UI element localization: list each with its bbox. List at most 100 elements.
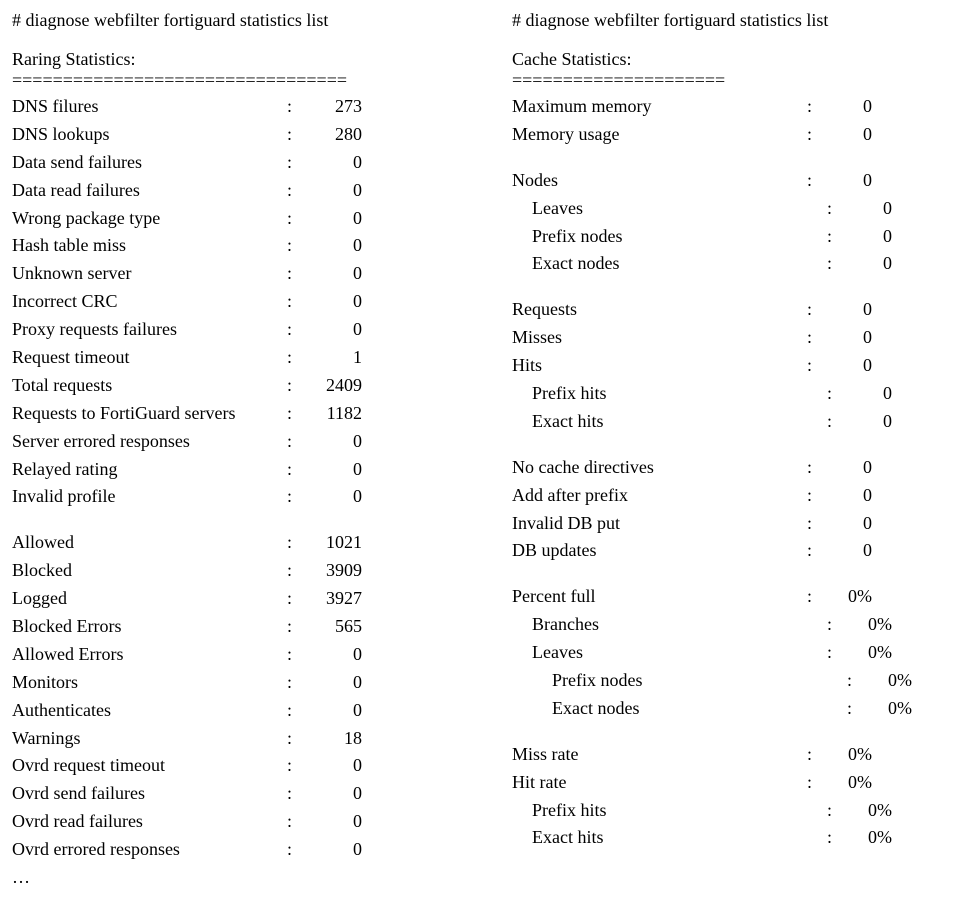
spacer: [12, 511, 472, 529]
stat-value: 0: [832, 380, 892, 408]
stat-label: Logged: [12, 585, 272, 613]
stat-value: 0: [292, 808, 362, 836]
stat-colon: :: [272, 641, 292, 669]
stat-row: Miss rate:0%: [512, 741, 952, 769]
stat-colon: :: [272, 93, 292, 121]
stat-value: 0%: [832, 639, 892, 667]
stat-row: Blocked:3909: [12, 557, 472, 585]
stat-row: Leaves:0: [512, 195, 952, 223]
stat-row: Authenticates:0: [12, 697, 472, 725]
stat-row: Server errored responses:0: [12, 428, 472, 456]
stat-value: 0: [292, 752, 362, 780]
stat-colon: :: [812, 223, 832, 251]
stat-row: Nodes:0: [512, 167, 952, 195]
stat-label: Invalid DB put: [512, 510, 792, 538]
stat-row: Exact nodes:0: [512, 250, 952, 278]
stat-row: Misses:0: [512, 324, 952, 352]
rating-stats-divider: =================================: [12, 70, 472, 91]
stat-row: Data send failures:0: [12, 149, 472, 177]
stat-value: 0: [832, 223, 892, 251]
stat-value: 0: [832, 195, 892, 223]
stat-label: Incorrect CRC: [12, 288, 272, 316]
stat-value: 1: [292, 344, 362, 372]
stat-label: Request timeout: [12, 344, 272, 372]
stat-colon: :: [272, 288, 292, 316]
stat-label: Ovrd errored responses: [12, 836, 272, 864]
stat-value: 0: [292, 641, 362, 669]
stat-value: 0: [832, 250, 892, 278]
cache-stats-group-requests: Requests:0Misses:0Hits:0Prefix hits:0Exa…: [512, 296, 952, 435]
stat-colon: :: [272, 260, 292, 288]
stat-value: 0: [292, 232, 362, 260]
stat-colon: :: [812, 195, 832, 223]
stat-colon: :: [812, 824, 832, 852]
stat-value: 0%: [812, 769, 872, 797]
stat-colon: :: [272, 344, 292, 372]
stat-label: Allowed: [12, 529, 272, 557]
stat-label: Ovrd request timeout: [12, 752, 272, 780]
cache-stats-group-db: No cache directives:0Add after prefix:0I…: [512, 454, 952, 566]
stat-value: 18: [292, 725, 362, 753]
stat-value: 2409: [292, 372, 362, 400]
stat-row: Incorrect CRC:0: [12, 288, 472, 316]
stat-row: Prefix nodes:0: [512, 223, 952, 251]
stat-colon: :: [792, 741, 812, 769]
two-column-layout: # diagnose webfilter fortiguard statisti…: [12, 10, 962, 892]
stat-value: 0: [292, 149, 362, 177]
spacer: [512, 723, 952, 741]
stat-row: Invalid DB put:0: [512, 510, 952, 538]
stat-colon: :: [792, 482, 812, 510]
stat-colon: :: [272, 780, 292, 808]
stat-row: DNS filures:273: [12, 93, 472, 121]
stat-value: 0: [812, 167, 872, 195]
stat-row: Exact nodes:0%: [512, 695, 952, 723]
stat-label: Memory usage: [512, 121, 792, 149]
spacer: [512, 565, 952, 583]
stat-colon: :: [272, 149, 292, 177]
stat-colon: :: [272, 121, 292, 149]
stat-value: 0: [812, 93, 872, 121]
stat-colon: :: [792, 324, 812, 352]
stat-colon: :: [272, 372, 292, 400]
stat-row: Hits:0: [512, 352, 952, 380]
stat-value: 0: [292, 316, 362, 344]
stat-colon: :: [272, 697, 292, 725]
stat-value: 0: [292, 260, 362, 288]
stat-label: Exact nodes: [512, 695, 832, 723]
stat-row: Ovrd errored responses:0: [12, 836, 472, 864]
stat-value: 0%: [832, 797, 892, 825]
stat-value: 3909: [292, 557, 362, 585]
stat-label: Prefix hits: [512, 380, 812, 408]
stat-value: 0%: [812, 583, 872, 611]
stat-value: 273: [292, 93, 362, 121]
stat-row: Requests:0: [512, 296, 952, 324]
stat-label: DNS filures: [12, 93, 272, 121]
stat-row: Allowed:1021: [12, 529, 472, 557]
stat-colon: :: [272, 585, 292, 613]
stat-label: DNS lookups: [12, 121, 272, 149]
stat-value: 3927: [292, 585, 362, 613]
stat-label: Invalid profile: [12, 483, 272, 511]
stat-colon: :: [272, 529, 292, 557]
stat-label: Add after prefix: [512, 482, 792, 510]
stat-label: Exact nodes: [512, 250, 812, 278]
stat-colon: :: [272, 456, 292, 484]
stat-label: Leaves: [512, 195, 812, 223]
stat-row: Requests to FortiGuard servers:1182: [12, 400, 472, 428]
stat-row: Prefix hits:0: [512, 380, 952, 408]
stat-label: Prefix hits: [512, 797, 812, 825]
stat-row: Ovrd request timeout:0: [12, 752, 472, 780]
stat-label: DB updates: [512, 537, 792, 565]
stat-colon: :: [792, 537, 812, 565]
cache-stats-group-rates: Miss rate:0%Hit rate:0%Prefix hits:0%Exa…: [512, 741, 952, 853]
stat-colon: :: [272, 428, 292, 456]
stat-row: DNS lookups:280: [12, 121, 472, 149]
stat-colon: :: [812, 380, 832, 408]
rating-stats-group-2: Allowed:1021Blocked:3909Logged:3927Block…: [12, 529, 472, 864]
command-line-left: # diagnose webfilter fortiguard statisti…: [12, 10, 472, 31]
stat-value: 565: [292, 613, 362, 641]
stat-label: Wrong package type: [12, 205, 272, 233]
stat-value: 1021: [292, 529, 362, 557]
stat-label: Warnings: [12, 725, 272, 753]
stat-colon: :: [272, 232, 292, 260]
